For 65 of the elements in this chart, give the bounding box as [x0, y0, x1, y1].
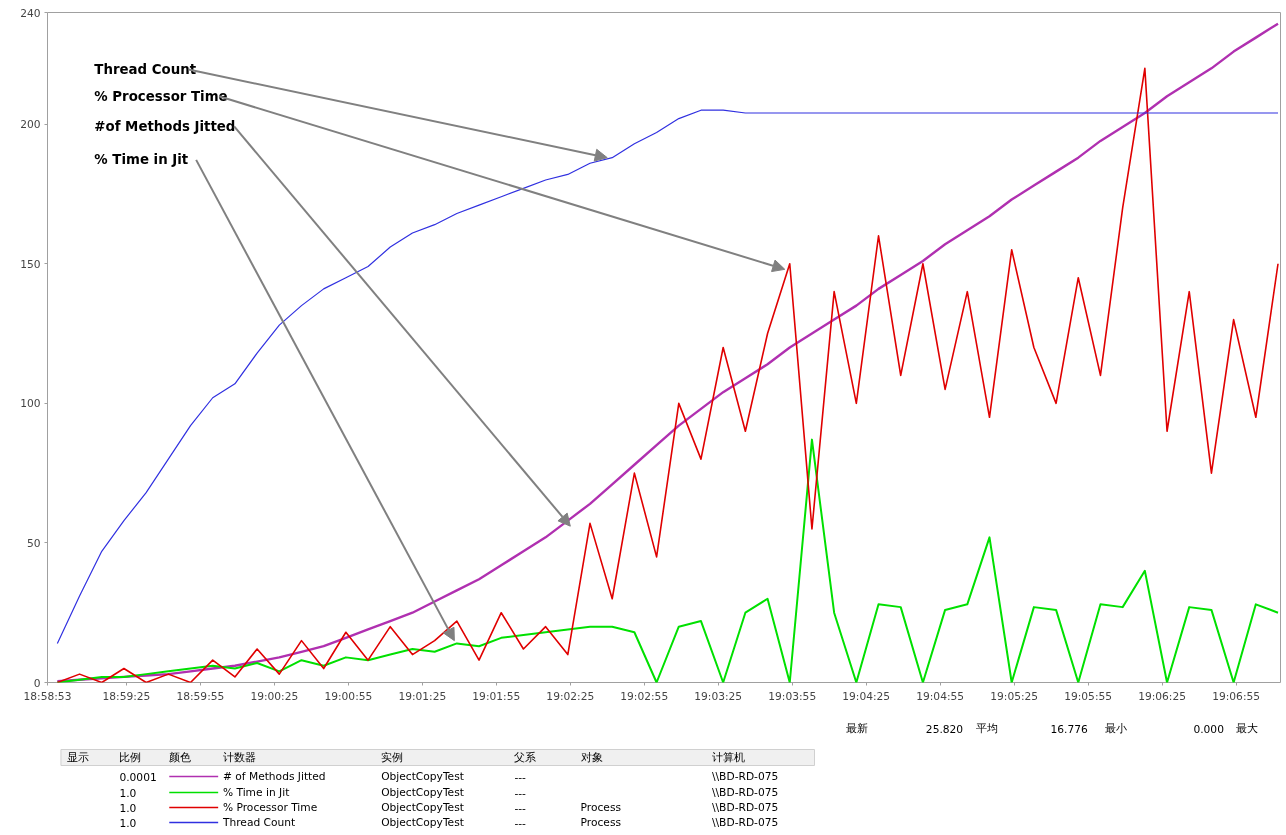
x-tick-label: 19:01:55 [472, 689, 521, 703]
legend-label: % Processor Time [222, 801, 318, 814]
text: 平均 [975, 722, 998, 735]
text: \\BD-RD-075 [711, 801, 779, 814]
x-tick-label: 18:59:55 [176, 689, 225, 703]
text: 1.0 [119, 816, 137, 830]
text: 实例 [381, 751, 404, 764]
text: ObjectCopyTest [381, 801, 464, 814]
text: 对象 [580, 751, 603, 764]
x-tick-label: 19:04:25 [842, 689, 891, 703]
text: 最大 [1236, 722, 1259, 735]
x-tick-label: 19:03:25 [694, 689, 743, 703]
y-tick-label: 240 [20, 6, 41, 20]
text: 显示 [66, 751, 89, 764]
text: 最新 [846, 722, 869, 735]
text: 1.0 [119, 786, 137, 800]
text: 计算机 [711, 751, 745, 764]
x-tick-label: 19:06:55 [1212, 689, 1261, 703]
y-tick-label: 150 [20, 257, 41, 271]
text: 父系 [514, 751, 537, 764]
text: 比例 [119, 751, 142, 764]
text: --- [514, 801, 527, 815]
text: --- [514, 786, 527, 800]
x-tick-label: 19:02:25 [546, 689, 595, 703]
y-tick-label: 50 [26, 536, 41, 550]
text: 16.776 [1050, 722, 1088, 736]
x-tick-label: 19:00:55 [324, 689, 373, 703]
text: ObjectCopyTest [381, 770, 464, 783]
y-tick-label: 200 [20, 118, 41, 132]
x-tick-label: 19:02:55 [620, 689, 669, 703]
legend-label: # of Methods Jitted [222, 770, 326, 783]
legend-label: Thread Count [221, 816, 296, 829]
annotation: % Processor Time [94, 88, 228, 104]
y-tick-label: 0 [33, 676, 41, 690]
text: ObjectCopyTest [381, 816, 464, 829]
text: 0.0001 [119, 770, 157, 784]
text: 0.000 [1193, 722, 1225, 736]
text: Process [580, 816, 622, 829]
annotation: % Time in Jit [94, 152, 189, 168]
x-tick-label: 19:05:25 [990, 689, 1039, 703]
x-tick-label: 18:59:25 [102, 689, 151, 703]
annotation: Thread Count [94, 61, 197, 77]
text: ObjectCopyTest [381, 786, 464, 799]
text: --- [514, 816, 527, 830]
text: \\BD-RD-075 [711, 770, 779, 783]
text: 最小 [1105, 722, 1128, 735]
x-tick-label: 18:58:53 [23, 689, 72, 703]
x-tick-label: 19:05:55 [1064, 689, 1113, 703]
x-tick-label: 19:06:25 [1138, 689, 1187, 703]
text: Process [580, 801, 622, 814]
x-tick-label: 19:00:25 [250, 689, 299, 703]
x-tick-label: 19:04:55 [916, 689, 965, 703]
legend-label: % Time in Jit [222, 786, 290, 799]
x-tick-label: 19:01:25 [398, 689, 447, 703]
line-series [56, 438, 1280, 683]
text: 1.0 [119, 801, 137, 815]
text: \\BD-RD-075 [711, 816, 779, 829]
y-tick-label: 100 [20, 397, 41, 411]
text: 计数器 [222, 751, 256, 764]
annotation: #of Methods Jitted [94, 118, 236, 134]
text: --- [514, 770, 527, 784]
text: \\BD-RD-075 [711, 786, 779, 799]
text: 颜色 [169, 751, 192, 764]
text: 25.820 [925, 722, 964, 736]
x-tick-label: 19:03:55 [768, 689, 817, 703]
